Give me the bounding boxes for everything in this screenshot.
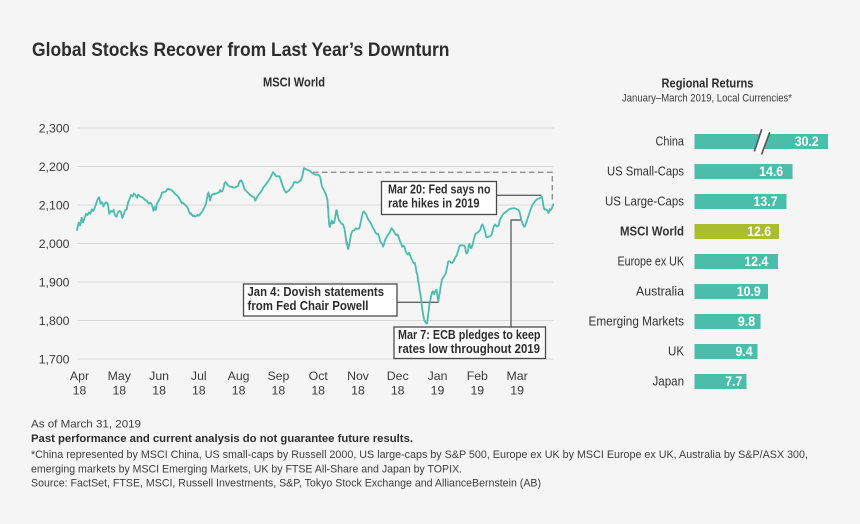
svg-text:Oct: Oct [309, 369, 329, 383]
svg-text:Japan: Japan [653, 373, 685, 388]
svg-text:9.8: 9.8 [738, 314, 756, 329]
svg-text:2,100: 2,100 [39, 198, 70, 212]
svg-text:7.7: 7.7 [725, 374, 742, 389]
svg-text:18: 18 [73, 384, 87, 398]
svg-text:19: 19 [510, 384, 524, 398]
svg-text:12.4: 12.4 [744, 254, 769, 269]
svg-text:rate hikes in 2019: rate hikes in 2019 [388, 196, 480, 210]
svg-text:Dec: Dec [387, 369, 409, 383]
svg-text:2,200: 2,200 [39, 160, 70, 174]
svg-text:10.9: 10.9 [737, 284, 761, 299]
svg-text:As of March 31, 2019: As of March 31, 2019 [31, 419, 141, 431]
svg-text:9.4: 9.4 [736, 344, 754, 359]
svg-text:Mar 7: ECB pledges to keep: Mar 7: ECB pledges to keep [398, 328, 541, 342]
svg-text:MSCI World: MSCI World [263, 76, 325, 90]
svg-text:UK: UK [668, 343, 684, 358]
svg-text:1,700: 1,700 [39, 352, 70, 366]
svg-text:Feb: Feb [467, 369, 488, 383]
svg-text:18: 18 [311, 384, 325, 398]
svg-text:18: 18 [152, 384, 166, 398]
svg-text:MSCI World: MSCI World [620, 223, 684, 238]
svg-text:Jun: Jun [149, 369, 169, 383]
svg-text:13.7: 13.7 [754, 194, 778, 209]
svg-text:rates low throughout 2019: rates low throughout 2019 [398, 342, 540, 356]
svg-text:1,800: 1,800 [39, 314, 70, 328]
svg-text:Emerging Markets: Emerging Markets [589, 313, 685, 328]
svg-text:Apr: Apr [70, 369, 89, 383]
svg-text:Past performance and current a: Past performance and current analysis do… [31, 433, 413, 445]
svg-text:China: China [656, 133, 685, 148]
svg-text:18: 18 [232, 384, 246, 398]
svg-text:*China represented by MSCI Chi: *China represented by MSCI China, US sma… [31, 449, 808, 461]
svg-text:Mar 20: Fed says no: Mar 20: Fed says no [388, 182, 491, 196]
svg-text:Regional Returns: Regional Returns [662, 76, 754, 90]
svg-text:Mar: Mar [507, 369, 528, 383]
svg-text:US Large-Caps: US Large-Caps [605, 193, 684, 208]
svg-text:19: 19 [431, 384, 445, 398]
svg-text:19: 19 [470, 384, 484, 398]
svg-text:18: 18 [391, 384, 405, 398]
svg-text:12.6: 12.6 [747, 224, 772, 239]
svg-text:18: 18 [351, 384, 365, 398]
svg-text:emerging markets by MSCI Emerg: emerging markets by MSCI Emerging Market… [31, 463, 462, 475]
svg-text:from Fed Chair Powell: from Fed Chair Powell [248, 299, 369, 313]
svg-text:1,900: 1,900 [39, 275, 70, 289]
svg-text:2,000: 2,000 [39, 237, 70, 251]
svg-text:2,300: 2,300 [39, 121, 70, 135]
svg-text:30.2: 30.2 [795, 134, 819, 149]
svg-text:18: 18 [272, 384, 286, 398]
svg-text:Australia: Australia [636, 283, 685, 298]
svg-text:18: 18 [192, 384, 206, 398]
svg-text:May: May [108, 369, 132, 383]
svg-text:January–March 2019, Local Curr: January–March 2019, Local Currencies* [622, 93, 793, 105]
svg-text:Global Stocks Recover from Las: Global Stocks Recover from Last Year’s D… [32, 39, 450, 61]
svg-text:Source: FactSet, FTSE, MSCI, R: Source: FactSet, FTSE, MSCI, Russell Inv… [31, 478, 541, 490]
svg-text:Nov: Nov [347, 369, 370, 383]
svg-text:14.6: 14.6 [759, 164, 784, 179]
svg-text:Jul: Jul [191, 369, 207, 383]
svg-text:Europe ex UK: Europe ex UK [618, 253, 685, 268]
svg-text:US Small-Caps: US Small-Caps [607, 163, 684, 178]
svg-text:Aug: Aug [228, 369, 250, 383]
svg-text:Jan: Jan [428, 369, 448, 383]
svg-text:Sep: Sep [267, 369, 289, 383]
svg-text:Jan 4: Dovish statements: Jan 4: Dovish statements [248, 285, 385, 299]
svg-text:18: 18 [112, 384, 126, 398]
